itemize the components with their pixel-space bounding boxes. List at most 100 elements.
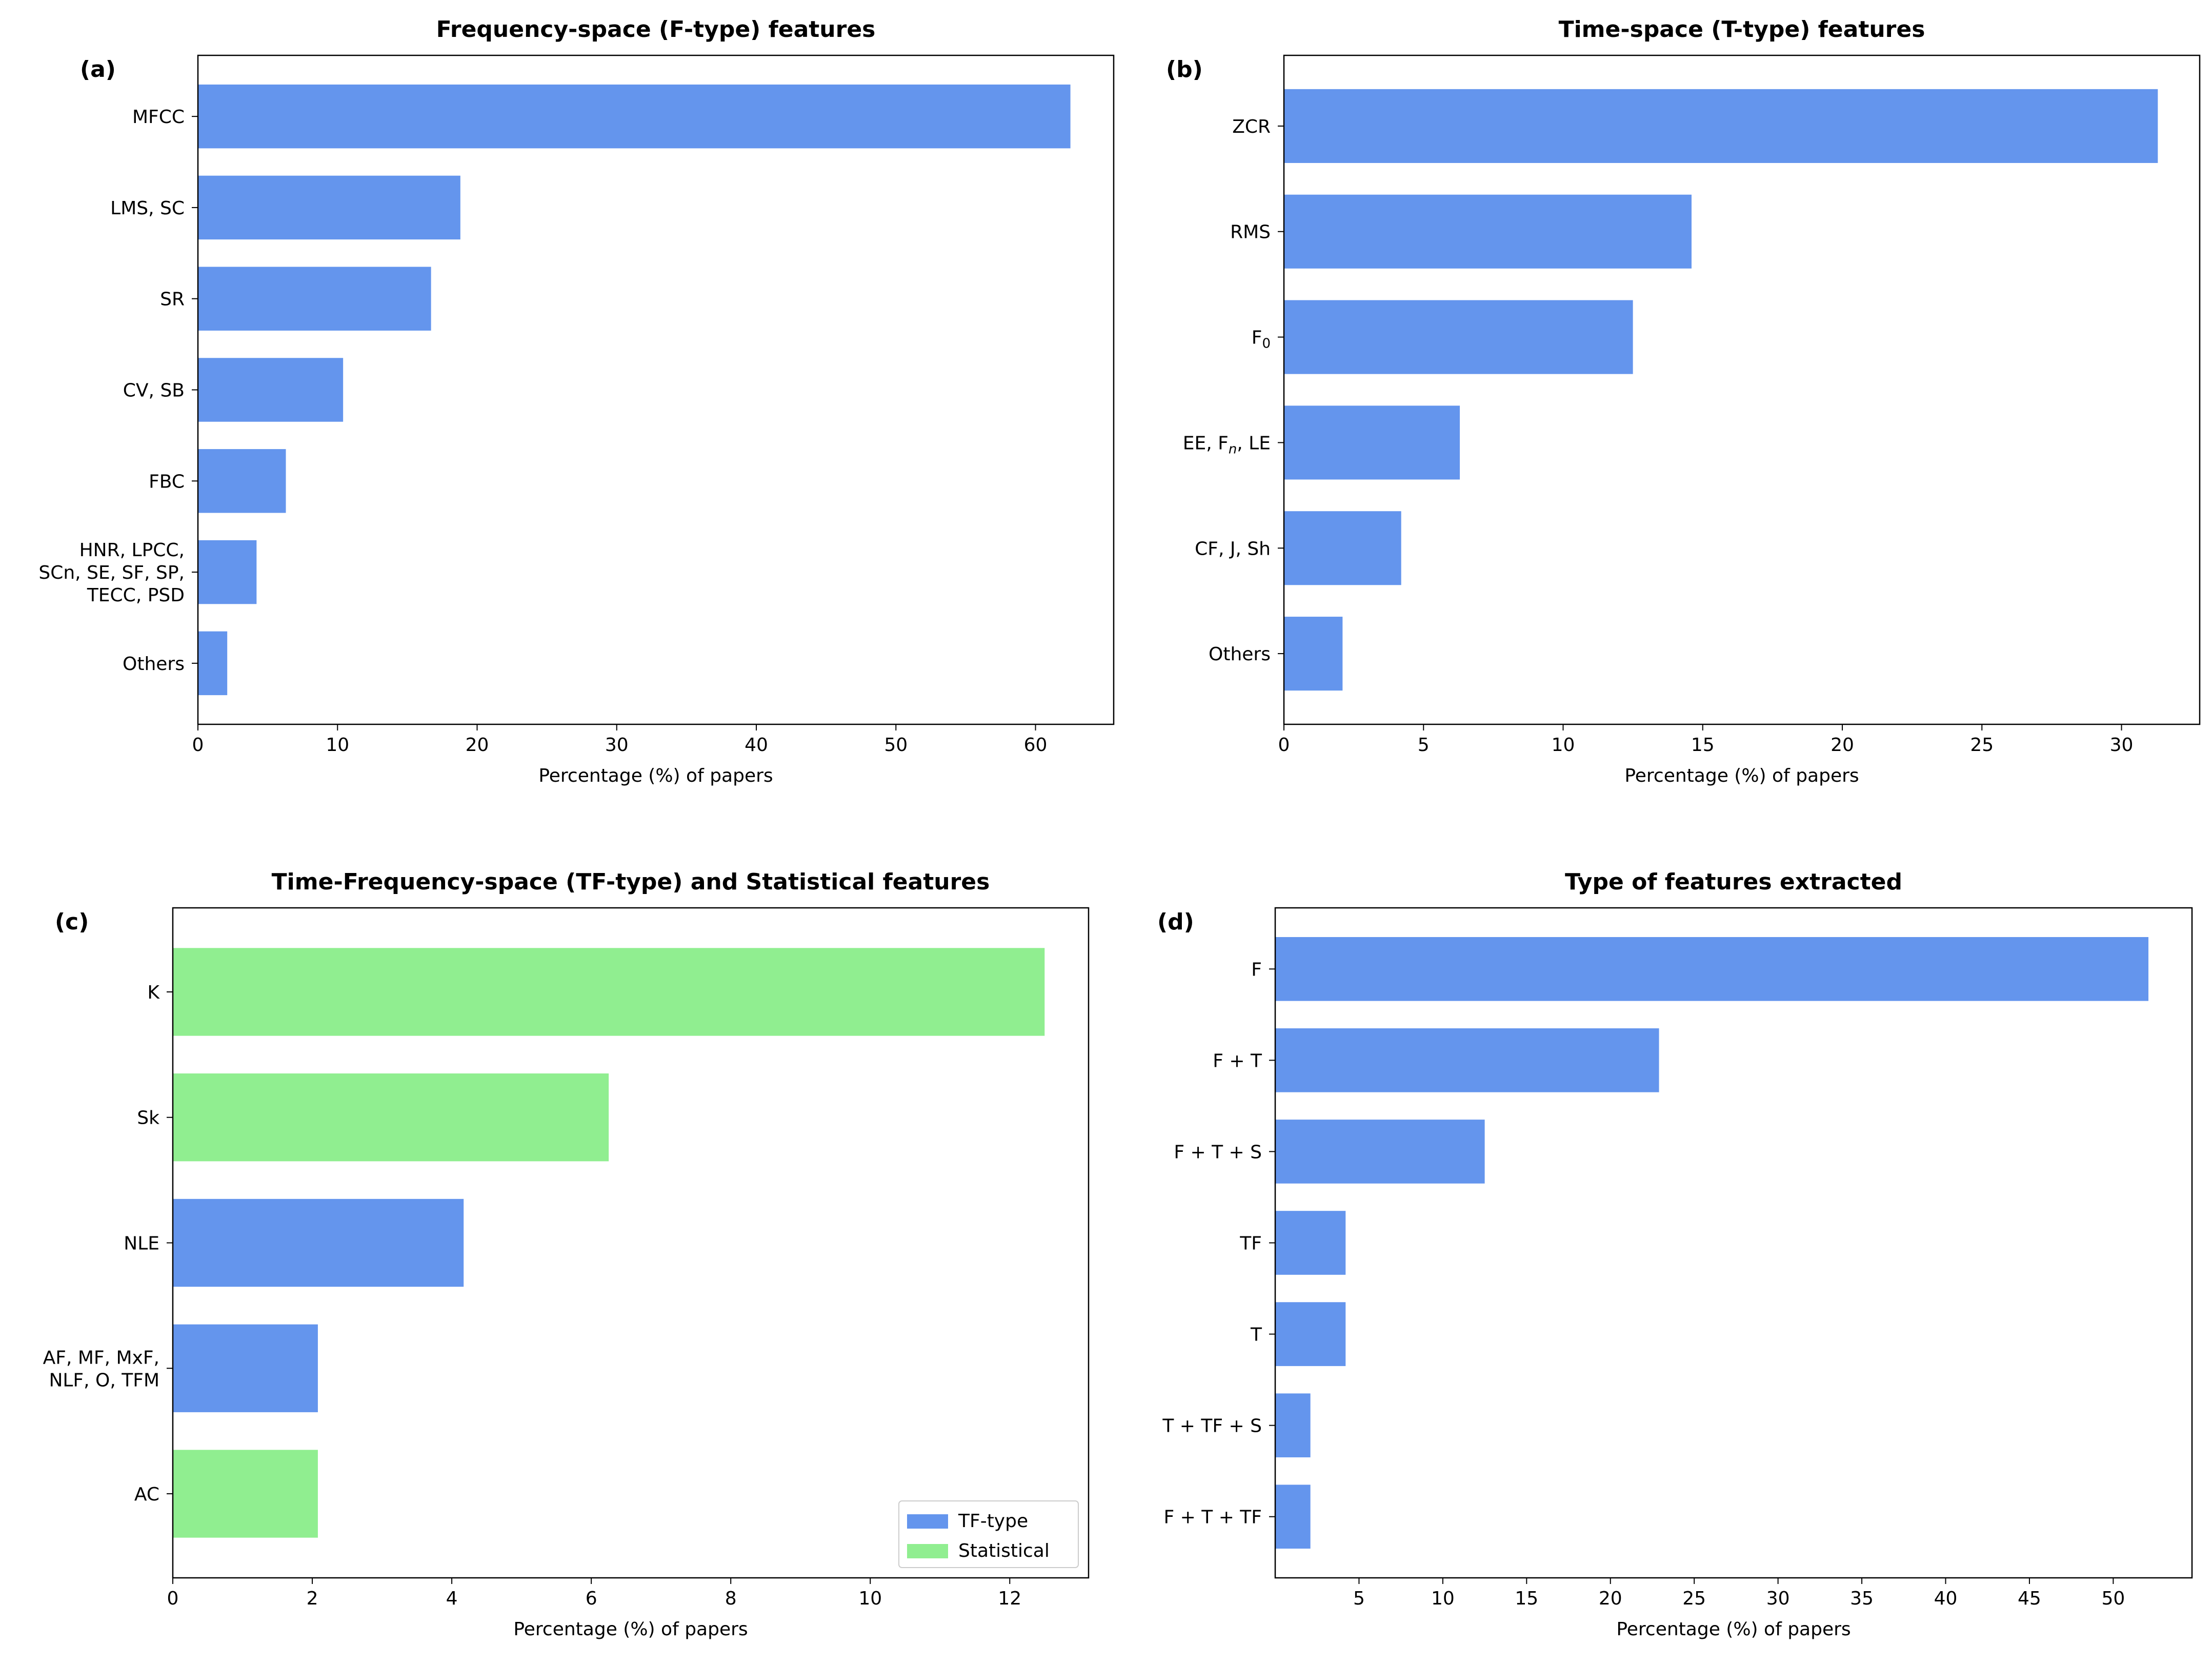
y-tick-label: F [1251,959,1262,980]
panel-label: (a) [80,56,116,83]
y-tick-label: F + T + S [1174,1142,1262,1163]
x-tick-label: 30 [2110,735,2134,756]
x-tick-label: 10 [1431,1588,1455,1609]
y-tick-label: LMS, SC [110,198,185,219]
bar [1284,300,1633,374]
x-tick-label: 6 [586,1588,597,1609]
y-tick-label: AC [134,1484,159,1505]
y-tick-label: RMS [1230,222,1271,243]
bar [173,1324,318,1412]
bar [1275,937,2149,1001]
y-tick-label: SR [160,289,185,310]
bar [173,1450,318,1538]
bar [1284,617,1343,691]
y-tick-label: F0​ [1252,328,1271,352]
x-tick-label: 15 [1515,1588,1538,1609]
chart-title: Frequency-space (F-type) features [436,16,876,43]
y-tick-label: Sk [137,1108,159,1129]
x-axis-label: Percentage (%) of papers [1616,1619,1851,1640]
x-tick-label: 20 [466,735,489,756]
x-tick-label: 10 [1552,735,1575,756]
legend-swatch [907,1514,948,1529]
x-tick-label: 30 [1766,1588,1790,1609]
y-tick-label: T + TF + S [1162,1416,1262,1437]
panel-label: (c) [55,909,89,935]
y-tick-label: HNR, LPCC, SCn, SE, SF, SP, TECC, PSD [38,540,185,606]
x-tick-label: 5 [1353,1588,1365,1609]
x-tick-label: 10 [326,735,349,756]
x-tick-label: 0 [167,1588,179,1609]
x-tick-label: 2 [307,1588,318,1609]
x-tick-label: 50 [884,735,908,756]
y-tick-label: TF [1239,1233,1262,1254]
y-tick-label: F + T [1213,1050,1262,1071]
bar [1284,194,1692,269]
bar [1275,1120,1485,1184]
x-tick-label: 30 [605,735,629,756]
chart-title: Time-space (T-type) features [1559,16,1925,43]
axes-frame [197,54,1115,725]
x-tick-label: 0 [192,735,204,756]
chart-panel-2: Time-Frequency-space (TF-type) and Stati… [43,869,1090,1640]
x-tick-label: 40 [1934,1588,1958,1609]
legend-label: Statistical [958,1540,1050,1561]
x-tick-label: 45 [2018,1588,2041,1609]
x-tick-label: 15 [1691,735,1715,756]
legend-swatch [907,1544,948,1558]
y-tick-label: MFCC [132,107,185,128]
legend-label: TF-type [958,1511,1028,1532]
axes-frame [1283,54,2201,725]
bar [173,1073,609,1162]
bar [198,267,431,331]
bar [198,84,1071,149]
y-tick-label: F + T + TF [1164,1507,1262,1528]
bar [1275,1028,1659,1092]
y-tick-label: CF, J, Sh [1195,538,1271,559]
x-tick-label: 50 [2101,1588,2125,1609]
bar [1275,1485,1311,1549]
bar [198,540,257,604]
y-tick-label: T [1250,1325,1262,1346]
bar [1284,89,2158,163]
x-tick-label: 25 [1682,1588,1706,1609]
bar [173,948,1045,1036]
y-tick-label: NLE [124,1233,159,1254]
bar [173,1198,464,1287]
y-tick-label: CV, SB [123,380,185,401]
x-tick-label: 25 [1970,735,1994,756]
bar [1275,1211,1346,1275]
y-tick-label: AF, MF, MxF, NLF, O, TFM [43,1347,159,1391]
x-axis-label: Percentage (%) of papers [1624,765,1859,786]
bar [1284,405,1460,480]
x-tick-label: 5 [1418,735,1430,756]
y-tick-label: Others [123,654,185,675]
y-tick-label: EE, Fn​, LE [1183,433,1271,457]
x-tick-label: 40 [745,735,768,756]
x-tick-label: 0 [1278,735,1290,756]
x-tick-label: 8 [725,1588,737,1609]
x-tick-label: 10 [858,1588,882,1609]
x-tick-label: 60 [1024,735,1048,756]
bar [198,358,344,422]
y-tick-label: FBC [149,471,185,492]
chart-title: Time-Frequency-space (TF-type) and Stati… [272,869,990,895]
x-tick-label: 4 [446,1588,458,1609]
bar [198,631,228,696]
bar [1275,1393,1311,1457]
chart-title: Type of features extracted [1565,869,1902,895]
axes-frame [1274,907,2193,1579]
bar [1275,1302,1346,1366]
x-tick-label: 35 [1850,1588,1874,1609]
x-tick-label: 20 [1599,1588,1622,1609]
y-tick-label: K [147,982,160,1003]
bar [198,175,460,240]
y-tick-label: Others [1209,644,1271,665]
x-tick-label: 12 [998,1588,1021,1609]
x-axis-label: Percentage (%) of papers [513,1619,748,1640]
chart-panel-1: Time-space (T-type) features (b) ZCR RMS F0​… [1166,16,2201,786]
chart-panel-3: Type of features extracted (d) F F + T F + T… [1157,869,2193,1640]
x-axis-label: Percentage (%) of papers [538,765,773,786]
bar [1284,511,1401,585]
chart-panel-0: Frequency-space (F-type) features (a) MFCC… [38,16,1115,786]
